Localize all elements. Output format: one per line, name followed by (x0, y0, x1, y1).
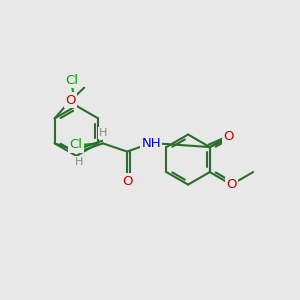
Text: NH: NH (142, 137, 161, 150)
Text: O: O (66, 94, 76, 106)
Text: O: O (226, 178, 237, 191)
Text: O: O (122, 175, 132, 188)
Text: H: H (99, 128, 107, 138)
Text: Cl: Cl (65, 74, 79, 87)
Text: O: O (224, 130, 234, 143)
Text: H: H (75, 157, 83, 167)
Text: Cl: Cl (70, 138, 83, 151)
